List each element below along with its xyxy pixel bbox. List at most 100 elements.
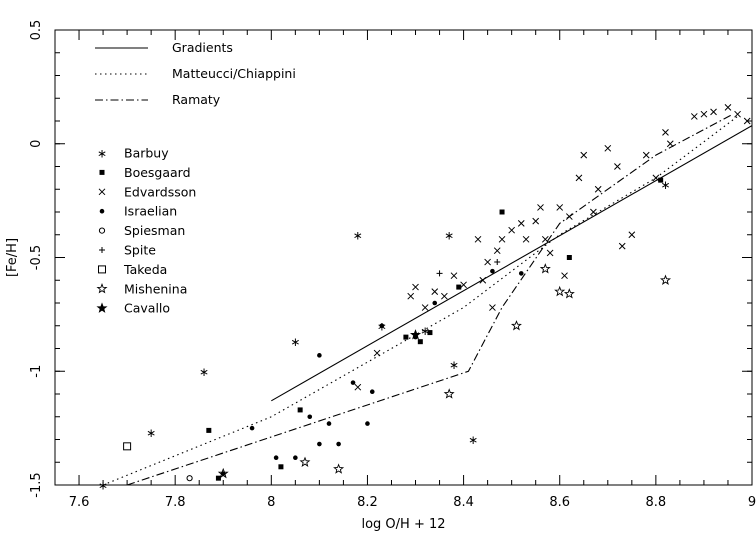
legend-series-label: Mishenina (124, 281, 187, 296)
point-boesgaard (278, 464, 284, 470)
point-mishenina (659, 274, 672, 285)
x-tick-label: 8 (267, 495, 275, 510)
x-tick-label: 9 (748, 495, 756, 510)
svg-text:∗: ∗ (290, 335, 300, 349)
point-edvardsson (700, 110, 708, 118)
point-edvardsson (489, 304, 496, 311)
svg-text:∗: ∗ (420, 324, 430, 338)
legend-line-label: Gradients (172, 40, 233, 55)
point-edvardsson (541, 235, 549, 243)
point-edvardsson (450, 272, 458, 280)
line-matteucci-chiappini (102, 115, 738, 486)
legend-line-label: Matteucci/Chiappini (172, 66, 296, 81)
point-edvardsson (484, 258, 491, 266)
point-barbuy: ∗ (660, 178, 670, 192)
point-edvardsson (594, 185, 602, 193)
axes (54, 29, 753, 486)
point-edvardsson (522, 235, 530, 243)
legend-marker (99, 169, 105, 175)
y-tick-label: 0 (29, 140, 44, 148)
data-points: ∗ ∗ ∗ ∗ ∗ ∗ ∗ ∗ ∗ ∗ ∗ (98, 103, 751, 493)
legend-series-label: Edvardsson (124, 184, 196, 199)
point-edvardsson (508, 226, 516, 234)
point-israelian (365, 421, 370, 426)
point-takeda (123, 442, 132, 451)
point-edvardsson (734, 110, 741, 118)
x-tick-label: 8.6 (549, 495, 570, 510)
svg-text:∗: ∗ (97, 147, 107, 161)
point-edvardsson (537, 204, 544, 211)
point-barbuy: ∗ (199, 365, 209, 379)
point-barbuy: ∗ (444, 228, 454, 242)
x-tick-label: 7.6 (69, 495, 90, 510)
point-edvardsson (614, 163, 621, 170)
point-edvardsson (493, 247, 501, 255)
point-israelian (317, 441, 322, 447)
point-edvardsson (532, 217, 540, 225)
point-edvardsson (590, 208, 597, 216)
point-edvardsson (354, 383, 362, 391)
svg-text:∗: ∗ (199, 365, 209, 379)
point-edvardsson (580, 151, 588, 159)
plot-frame (54, 29, 753, 486)
legend-series-label: Cavallo (124, 301, 170, 316)
legend-series-label: Takeda (123, 262, 167, 277)
point-israelian (432, 300, 438, 306)
point-spite (436, 270, 443, 277)
legend-marker (98, 188, 106, 196)
point-israelian (336, 441, 341, 447)
point-boesgaard (499, 209, 505, 215)
svg-text:∗: ∗ (449, 358, 459, 372)
point-israelian (273, 455, 279, 461)
point-edvardsson (662, 129, 669, 136)
point-edvardsson (561, 272, 568, 280)
legend-series-label: Boesgaard (124, 165, 191, 180)
point-barbuy: ∗ (290, 335, 300, 349)
point-boesgaard (403, 334, 409, 340)
axis-ticks: 7.6 7.8 8 8.2 8.4 8.6 8.8 9 -1.5 -1 -0.5 0 0.5 (29, 20, 756, 510)
point-edvardsson (604, 144, 612, 152)
y-tick-label: -0.5 (29, 245, 44, 270)
y-tick-label: 0.5 (29, 20, 44, 41)
point-edvardsson (565, 213, 573, 220)
point-boesgaard (658, 177, 664, 183)
point-edvardsson (431, 288, 439, 295)
point-edvardsson (724, 103, 732, 111)
point-boesgaard (427, 330, 433, 336)
point-israelian (518, 271, 524, 276)
point-israelian (326, 421, 332, 426)
point-israelian (293, 455, 298, 461)
legend-marker (99, 208, 105, 214)
point-israelian (490, 268, 495, 274)
x-axis-label: log O/H + 12 (361, 517, 445, 532)
svg-text:∗: ∗ (98, 479, 108, 493)
point-barbuy: ∗ (98, 479, 108, 493)
point-barbuy: ∗ (449, 358, 459, 372)
point-edvardsson (373, 349, 381, 357)
point-israelian (249, 425, 255, 431)
legend-series-label: Spiesman (124, 223, 185, 238)
point-edvardsson (479, 276, 487, 284)
point-edvardsson (690, 113, 698, 120)
point-boesgaard (417, 339, 423, 345)
svg-text:∗: ∗ (660, 178, 670, 192)
point-mishenina (554, 285, 566, 297)
legend: Gradients Matteucci/Chiappini Ramaty ∗ Barbu… (95, 40, 296, 316)
point-barbuy: ∗ (146, 426, 156, 440)
model-lines (102, 113, 753, 486)
legend-marker (96, 282, 108, 294)
y-tick-label: -1 (29, 365, 44, 378)
point-edvardsson (666, 140, 674, 148)
point-edvardsson (546, 249, 554, 257)
point-israelian (369, 389, 375, 395)
point-edvardsson (618, 242, 626, 250)
point-spite (494, 259, 501, 266)
point-mishenina (299, 456, 311, 467)
point-mishenina (510, 320, 522, 331)
point-edvardsson (412, 283, 419, 291)
point-boesgaard (215, 475, 221, 481)
x-tick-label: 8.2 (357, 495, 378, 510)
x-tick-label: 8.4 (453, 495, 474, 510)
point-israelian (379, 323, 385, 329)
legend-series-label: Spite (124, 243, 156, 258)
